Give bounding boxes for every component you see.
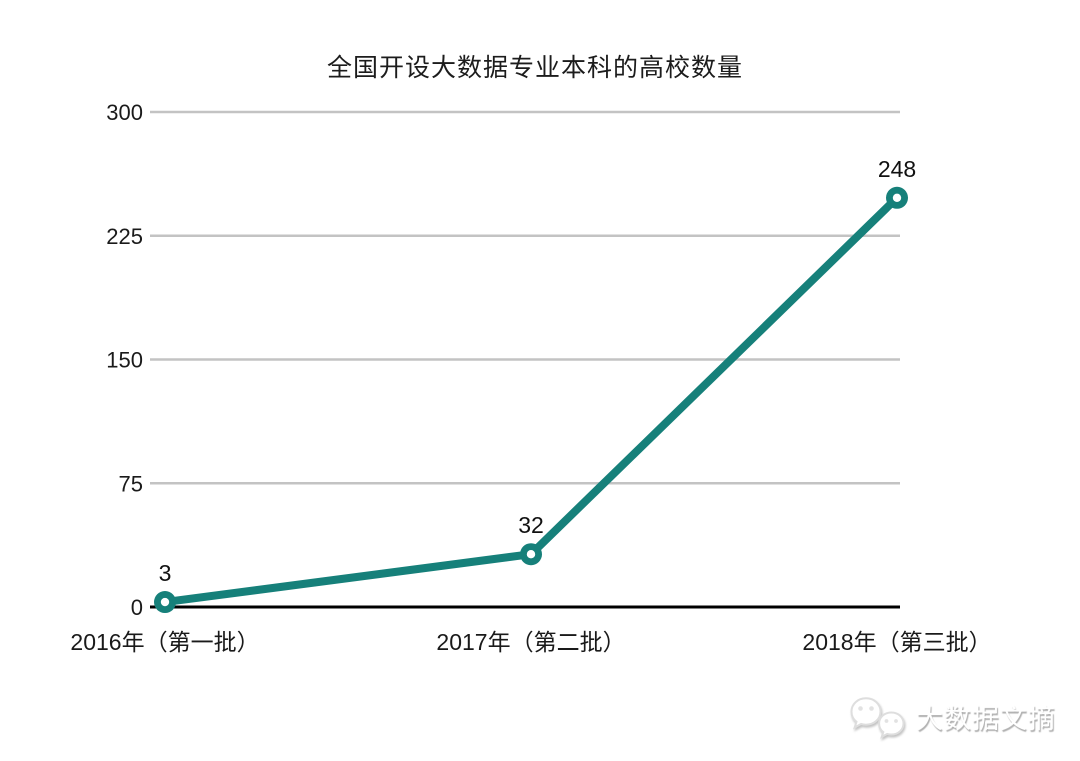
trend-line: [161, 193, 901, 607]
x-axis-label: 2017年（第二批）: [436, 629, 625, 655]
y-tick-label: 0: [131, 595, 143, 620]
y-tick-label: 225: [106, 224, 143, 249]
data-point-marker-center: [526, 550, 536, 559]
data-point-label: 248: [878, 156, 916, 182]
x-axis-label: 2016年（第一批）: [70, 629, 259, 655]
watermark-text: 大数据文摘: [916, 703, 1056, 734]
data-point-label: 32: [518, 512, 544, 538]
y-tick-label: 300: [106, 100, 143, 125]
x-axis-label: 2018年（第三批）: [802, 629, 991, 655]
data-point-label: 3: [159, 560, 172, 586]
data-point-marker-center: [892, 193, 902, 202]
data-point-marker-center: [160, 597, 170, 607]
y-tick-label: 150: [106, 348, 143, 373]
watermark: 大数据文摘: [835, 690, 1056, 742]
y-tick-label: 75: [119, 471, 143, 496]
chart-title: 全国开设大数据专业本科的高校数量: [326, 54, 743, 82]
wechat-chat-bubbles-icon: [850, 697, 905, 739]
